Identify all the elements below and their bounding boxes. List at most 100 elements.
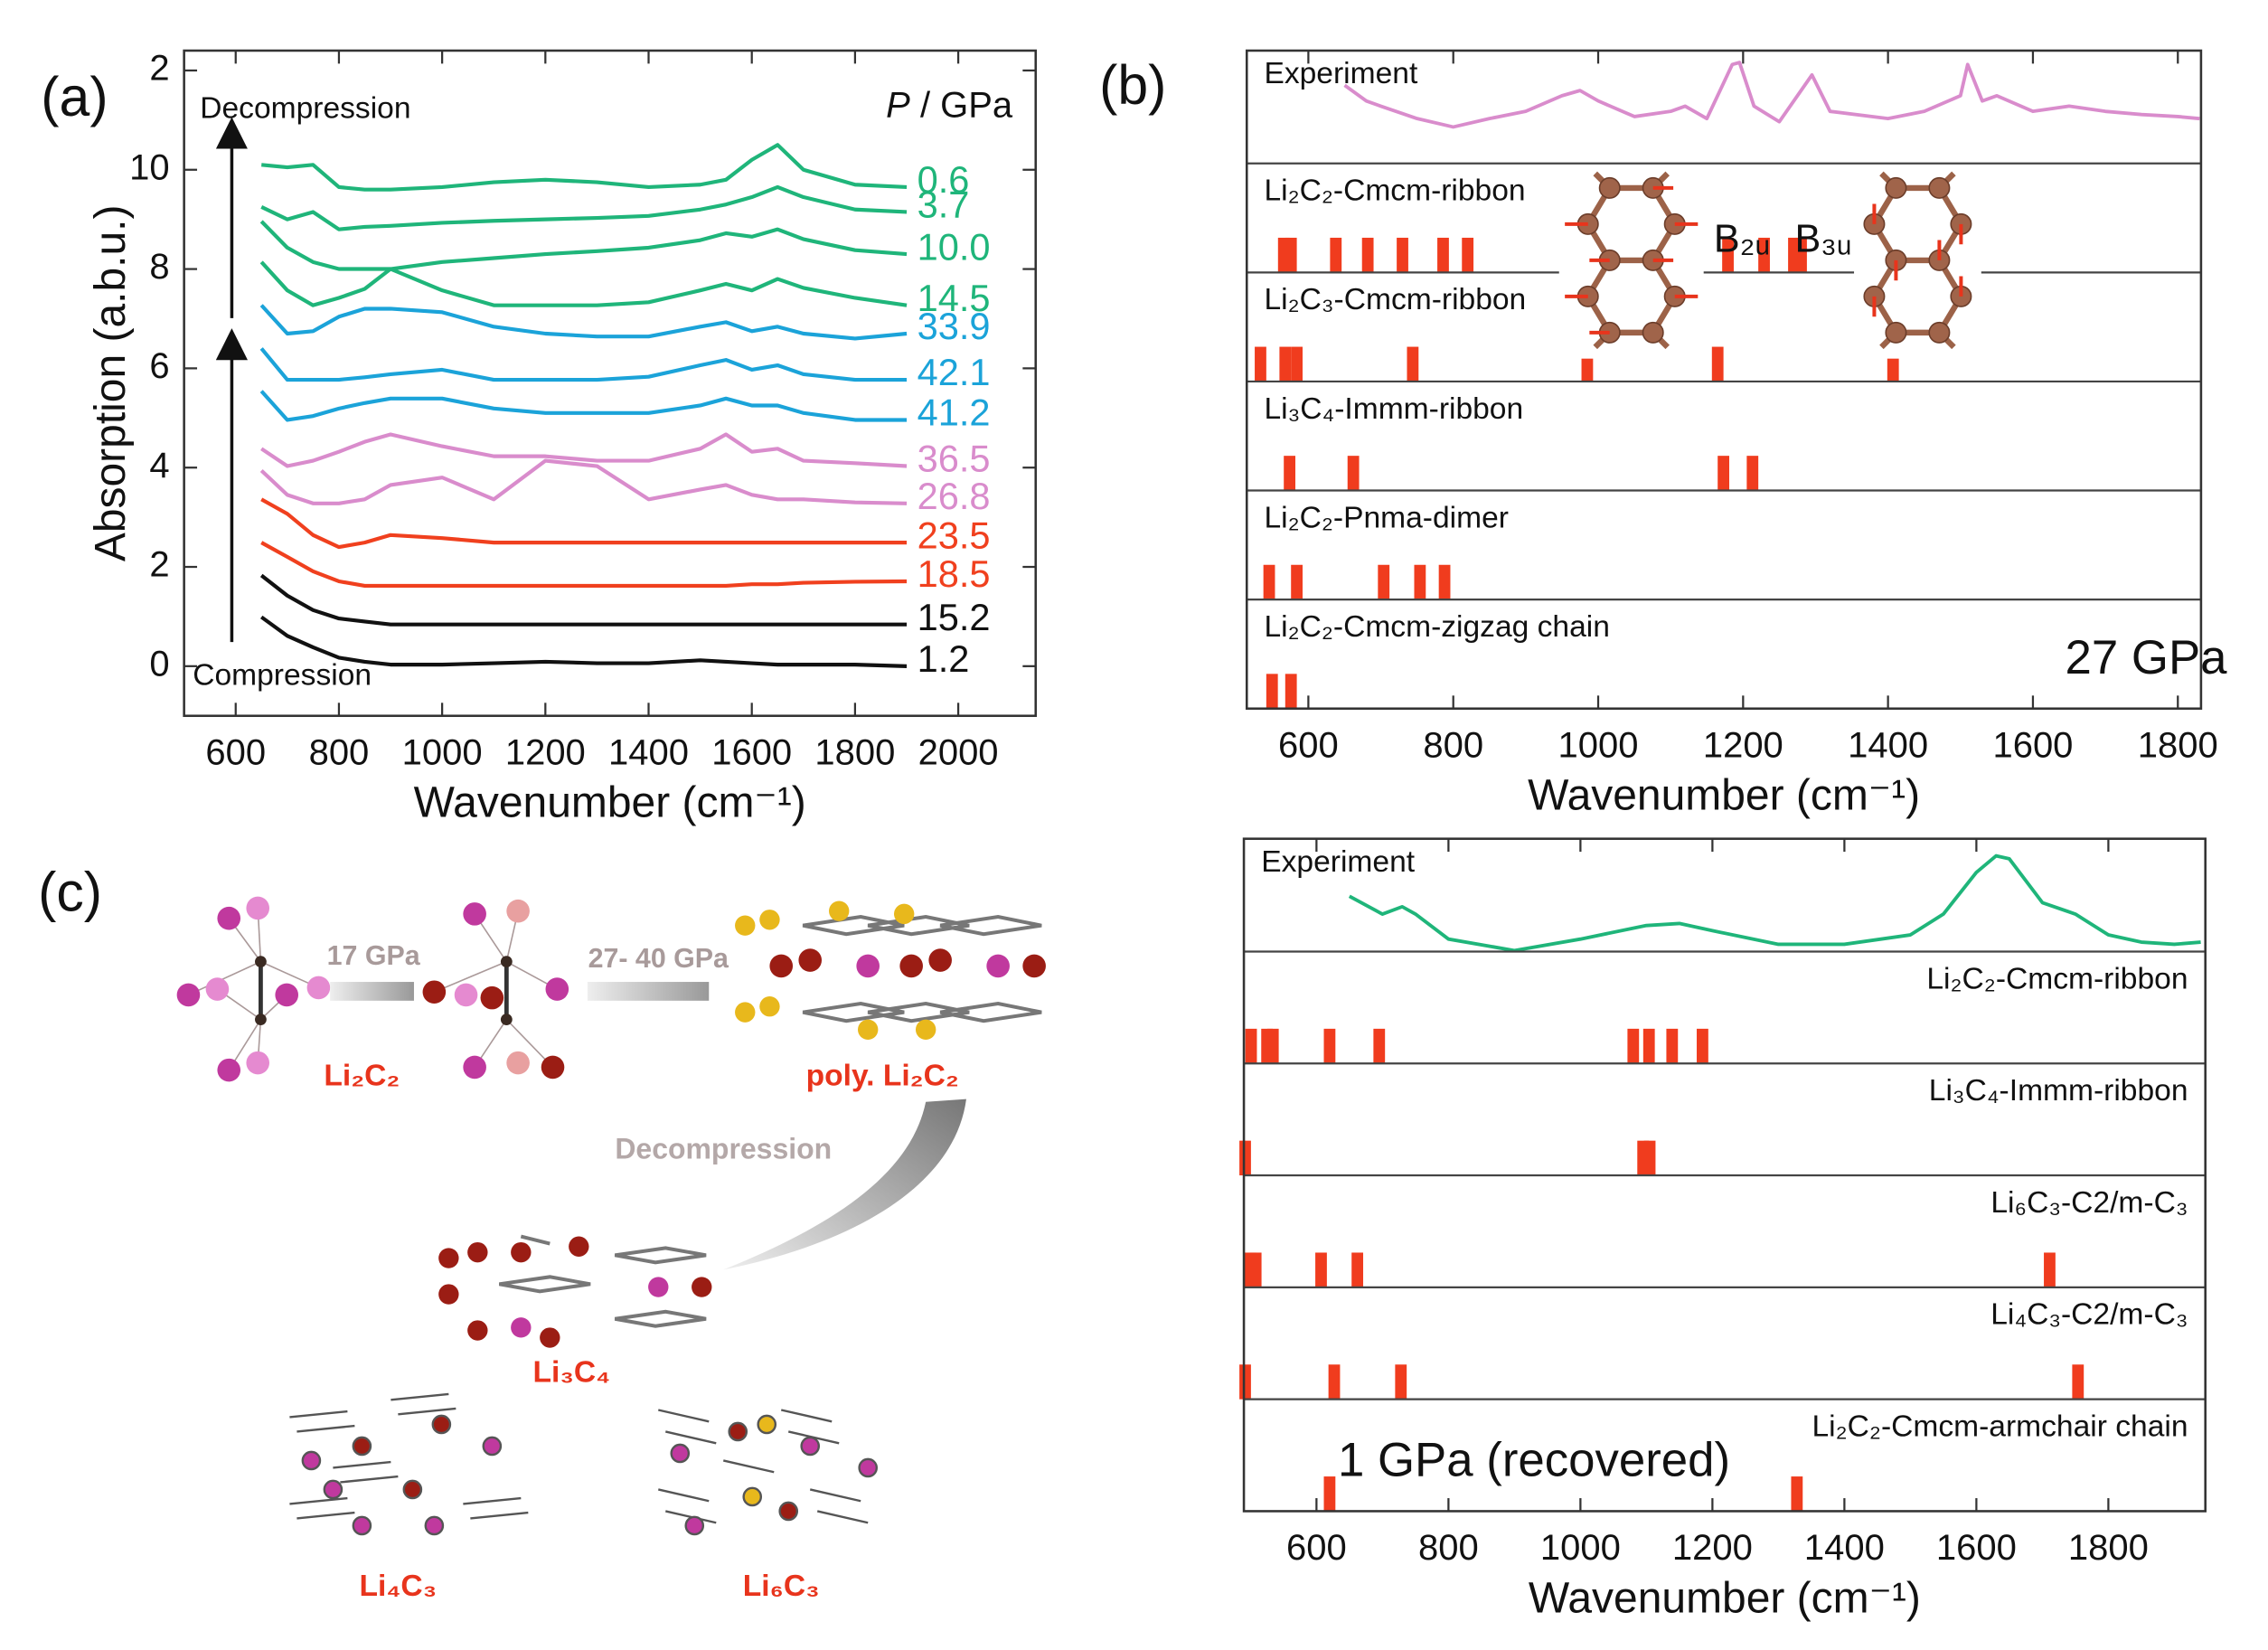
x-tick-label: 1000 (1540, 1528, 1621, 1568)
row-label: Li₂C₃-Cmcm-ribbon (1264, 283, 1526, 316)
series-label: 33.9 (918, 305, 991, 347)
peak-bar (1323, 1028, 1336, 1064)
row-label: Li₂C₂-Cmcm-armchair chain (1812, 1410, 2188, 1444)
spectrum-line (259, 304, 908, 341)
series-label: 36.5 (918, 438, 991, 480)
row-label: Li₃C₄-Immm-ribbon (1929, 1074, 2188, 1108)
y-tick-label: 0 (149, 644, 169, 684)
x-tick-label: 1800 (2068, 1528, 2149, 1568)
peak-bar (1239, 1140, 1251, 1176)
peak-bar (1717, 456, 1730, 491)
plot-frame (183, 49, 1038, 718)
series-label: 15.2 (918, 596, 991, 638)
structure-label: Li₃C₄ (532, 1355, 610, 1389)
intermediate-cluster (422, 899, 569, 1080)
spectrum-line (259, 260, 908, 307)
panel-label: (c) (38, 862, 102, 923)
spectrum-line (259, 220, 908, 271)
x-tick-label: 1600 (711, 732, 792, 772)
experiment-spectrum (1348, 853, 2201, 953)
ribbon-icon (1565, 171, 1699, 350)
row-label: Li₂C₂-Pnma-dimer (1264, 501, 1509, 534)
x-axis-label: Wavenumber (cm⁻¹) (1528, 772, 1920, 820)
mode-backdrop (1854, 170, 1981, 359)
peak-bar (1263, 564, 1275, 600)
plot-frame (1242, 837, 2207, 1513)
mode-label: B₂ᵤ (1714, 218, 1770, 261)
x-tick-label: 800 (1418, 1528, 1479, 1568)
panel-a-annotations: Decompression Compression P / GPa (193, 85, 1013, 693)
series-label: 3.7 (918, 184, 970, 226)
y-tick-label: 8 (149, 247, 169, 287)
peak-bar (1291, 564, 1303, 600)
x-tick-label: 800 (309, 732, 370, 772)
peak-bar (1758, 237, 1770, 273)
y-tick-label: 10 (129, 147, 169, 187)
row-label: Li₆C₃-C2/m-C₃ (1990, 1186, 2188, 1220)
x-axis-label: Wavenumber (cm⁻¹) (414, 779, 806, 827)
structure-label: Li₆C₃ (743, 1570, 820, 1603)
pressure-header: P / GPa (886, 85, 1013, 125)
x-tick-label: 600 (1278, 725, 1339, 765)
peak-bar (1666, 1028, 1679, 1064)
peak-bar (1328, 1364, 1341, 1400)
transition-arrow (587, 982, 710, 1001)
li4c3-structure (289, 1392, 529, 1536)
transition-label: 17 GPa (327, 940, 421, 971)
peak-bar (2072, 1364, 2084, 1400)
series-label: 1.2 (918, 637, 970, 680)
ribbon-icon (1863, 171, 1972, 350)
decompression-label: Decompression (200, 91, 410, 125)
peak-bar (1361, 237, 1374, 273)
pressure-note: 27 GPa (2066, 631, 2228, 684)
peak-bar (1266, 674, 1278, 709)
x-axis-label: Wavenumber (cm⁻¹) (1529, 1574, 1921, 1622)
series-label: 23.5 (918, 514, 991, 556)
peak-bar (1255, 346, 1266, 382)
mode-label: B₃ᵤ (1794, 218, 1851, 261)
series-label: 18.5 (918, 552, 991, 595)
peak-bar (1462, 237, 1474, 273)
peak-bar (1722, 237, 1734, 273)
li2c2-cluster (176, 896, 331, 1082)
x-tick-label: 600 (205, 732, 266, 772)
row-label: Experiment (1264, 57, 1417, 90)
peak-bar (1407, 346, 1419, 382)
row-label: Li₂C₂-Cmcm-ribbon (1264, 174, 1525, 208)
x-tick-label: 800 (1423, 725, 1483, 765)
pressure-symbol: P (886, 85, 910, 125)
peak-bar (1351, 1252, 1364, 1287)
peak-bar (1414, 564, 1426, 600)
row-label: Li₂C₂-Cmcm-ribbon (1926, 962, 2188, 995)
peak-bar (1437, 237, 1449, 273)
row-label: Li₃C₄-Immm-ribbon (1264, 392, 1523, 426)
panel-label: (b) (1099, 54, 1166, 116)
row-label: Li₄C₃-C2/m-C₃ (1990, 1298, 2188, 1332)
peak-bar (1697, 1028, 1708, 1064)
peak-bar (1285, 237, 1297, 273)
series-label: 14.5 (918, 277, 991, 319)
peak-bar (1795, 237, 1807, 273)
peak-bar (1284, 456, 1296, 491)
peak-bar (1291, 346, 1303, 382)
peak-bar (1315, 1252, 1327, 1287)
peak-bar (1438, 564, 1451, 600)
peak-bar (1791, 1476, 1803, 1512)
li6c3-structure (658, 1409, 878, 1536)
pressure-note: 1 GPa (recovered) (1338, 1434, 1730, 1487)
peak-bar (1643, 1140, 1656, 1176)
peak-bar (1279, 346, 1292, 382)
peak-bar (1323, 1476, 1336, 1512)
x-tick-label: 1200 (505, 732, 586, 772)
x-tick-label: 1600 (1992, 725, 2073, 765)
x-tick-label: 600 (1286, 1528, 1347, 1568)
spectrum-line (259, 458, 908, 505)
x-tick-label: 1400 (1848, 725, 1928, 765)
peak-bar (1378, 564, 1390, 600)
pressure-unit: / GPa (910, 85, 1013, 125)
y-axis-label: Absorption (a.b.u.) (87, 205, 135, 562)
y-tick-label: 4 (149, 446, 169, 486)
series-label: 26.8 (918, 475, 991, 517)
y-tick-label: 6 (149, 346, 169, 386)
